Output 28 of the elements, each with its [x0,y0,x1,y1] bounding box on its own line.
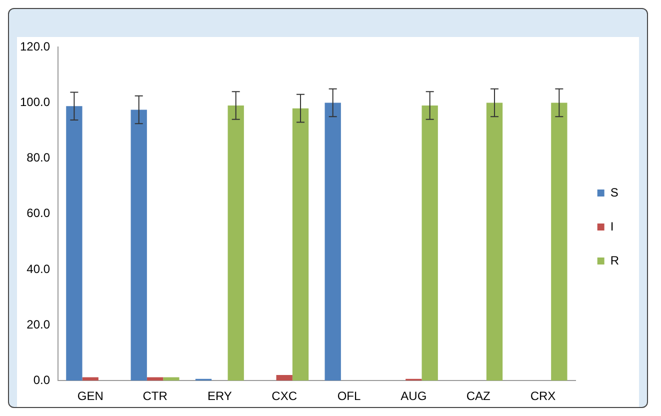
y-tick-label: 20.0 [26,317,50,332]
y-tick-label: 0.0 [33,372,50,387]
bar [130,110,147,381]
bar [228,106,244,381]
x-tick-label: AUG [400,389,427,404]
bar [486,102,503,381]
bar [276,375,292,381]
bar [324,102,341,381]
y-tick-label: 40.0 [26,262,50,276]
x-tick-label: CTR [142,389,168,404]
y-tick-label: 120.0 [20,40,50,54]
x-tick-label: CXC [272,389,298,404]
y-tick-label: 80.0 [26,150,50,165]
legend-label: S [610,185,618,200]
legend-label: R [610,253,620,268]
x-tick-label: ERY [207,389,232,404]
bar [292,108,309,381]
bar [66,106,82,381]
y-tick-label: 60.0 [26,206,50,220]
bar [163,377,180,381]
bar [422,106,438,381]
legend-label: I [610,219,614,234]
bar [551,102,568,381]
y-tick-label: 100.0 [20,95,50,110]
x-tick-label: OFL [337,389,362,404]
x-tick-label: CAZ [466,389,490,404]
x-tick-label: CRX [530,389,556,404]
x-tick-label: GEN [77,389,104,404]
